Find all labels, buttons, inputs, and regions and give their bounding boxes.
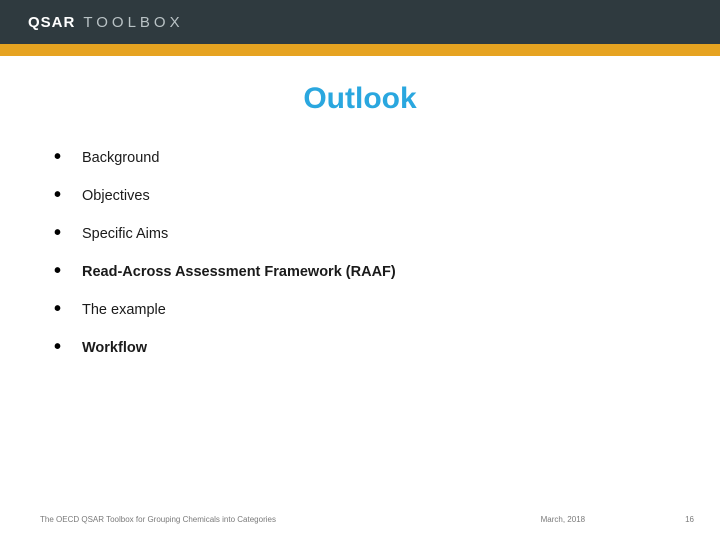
- bullet-item: Read-Across Assessment Framework (RAAF): [54, 264, 676, 280]
- footer-date: March, 2018: [541, 515, 585, 524]
- bullet-item: Background: [54, 150, 676, 166]
- bullet-item: Workflow: [54, 340, 676, 356]
- content-area: Outlook Background Objectives Specific Aim…: [0, 56, 720, 540]
- bullet-item: The example: [54, 302, 676, 318]
- logo: QSAR TOOLBOX: [28, 14, 184, 31]
- header-bar: QSAR TOOLBOX: [0, 0, 720, 44]
- accent-bar: [0, 44, 720, 56]
- page-number: 16: [685, 515, 694, 524]
- bullet-list: Background Objectives Specific Aims Read-Ac…: [44, 150, 676, 356]
- footer-left: The OECD QSAR Toolbox for Grouping Chemi…: [40, 515, 541, 524]
- logo-part2: TOOLBOX: [83, 14, 183, 31]
- logo-part1: QSAR: [28, 14, 75, 31]
- slide-title: Outlook: [44, 82, 676, 116]
- bullet-item: Specific Aims: [54, 226, 676, 242]
- footer: The OECD QSAR Toolbox for Grouping Chemi…: [0, 515, 720, 524]
- slide: QSAR TOOLBOX Outlook Background Objective…: [0, 0, 720, 540]
- bullet-item: Objectives: [54, 188, 676, 204]
